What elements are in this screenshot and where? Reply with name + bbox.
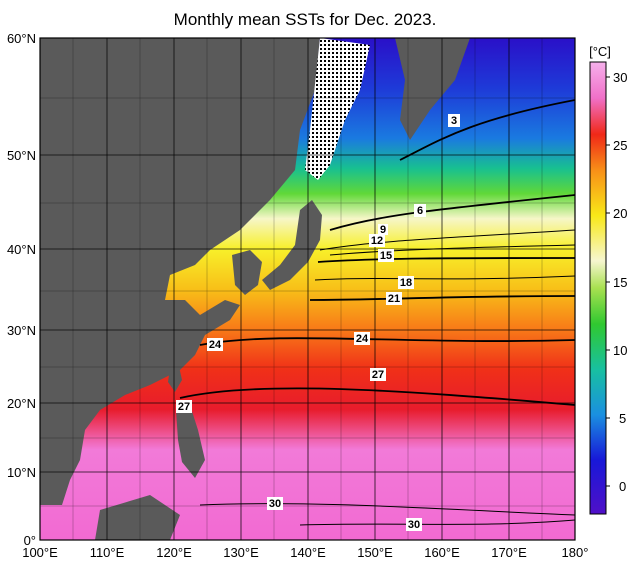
svg-text:21: 21	[388, 293, 400, 305]
longitude-axis: 100°E 110°E 120°E 130°E 140°E 150°E 160°…	[22, 545, 588, 560]
svg-text:9: 9	[380, 224, 386, 236]
map-frame	[39, 37, 576, 541]
svg-text:30: 30	[408, 519, 420, 531]
latitude-axis: 60°N 50°N 40°N 30°N 20°N 10°N 0°	[7, 31, 36, 548]
lat-label: 20°N	[7, 396, 36, 411]
lat-label: 60°N	[7, 31, 36, 46]
svg-text:18: 18	[400, 277, 412, 289]
svg-text:30: 30	[269, 498, 281, 510]
contour-label-24a: 24	[207, 338, 223, 351]
contour-labels: 3 6 9 12 15 18 21 24 24 27 27 30 30	[176, 114, 460, 531]
contour-label-6: 6	[414, 204, 426, 217]
svg-text:6: 6	[417, 205, 423, 217]
svg-text:3: 3	[451, 115, 457, 127]
contour-label-12: 12	[369, 234, 385, 247]
lon-label: 100°E	[22, 545, 58, 560]
map-title: Monthly mean SSTs for Dec. 2023.	[173, 10, 437, 29]
svg-text:27: 27	[178, 401, 190, 413]
svg-text:24: 24	[209, 339, 222, 351]
contour-label-24b: 24	[354, 332, 370, 345]
colorbar-tick: 20	[613, 206, 627, 221]
contour-label-18: 18	[398, 276, 414, 289]
lat-label: 30°N	[7, 323, 36, 338]
lon-label: 170°E	[491, 545, 527, 560]
lon-label: 120°E	[156, 545, 192, 560]
contour-label-9: 9	[378, 224, 388, 236]
lat-label: 10°N	[7, 465, 36, 480]
colorbar-tick: 10	[613, 343, 627, 358]
lat-label: 50°N	[7, 148, 36, 163]
lat-label: 0°	[24, 533, 36, 548]
lon-label: 160°E	[424, 545, 460, 560]
colorbar-tick: 0	[619, 479, 626, 494]
colorbar: [°C] 0 5 10 15 20 25 30	[589, 44, 627, 515]
svg-text:24: 24	[356, 333, 369, 345]
lon-label: 150°E	[357, 545, 393, 560]
lon-label: 130°E	[223, 545, 259, 560]
colorbar-tick: 30	[613, 70, 627, 85]
contour-label-15: 15	[378, 249, 394, 262]
svg-text:15: 15	[380, 250, 392, 262]
contour-label-3: 3	[448, 114, 460, 127]
contour-label-27b: 27	[370, 368, 386, 381]
colorbar-tick: 15	[613, 275, 627, 290]
contour-label-30a: 30	[267, 497, 283, 510]
lon-label: 180°	[562, 545, 589, 560]
colorbar-tick: 25	[613, 138, 627, 153]
svg-text:12: 12	[371, 235, 383, 247]
contour-label-30b: 30	[406, 518, 422, 531]
lon-label: 110°E	[90, 545, 125, 560]
lat-label: 40°N	[7, 242, 36, 257]
contour-label-27a: 27	[176, 400, 192, 413]
colorbar-tick: 5	[619, 411, 626, 426]
lon-label: 140°E	[290, 545, 326, 560]
colorbar-unit: [°C]	[589, 44, 611, 59]
contour-label-21: 21	[386, 292, 402, 305]
graticule-minor	[40, 38, 575, 540]
svg-text:27: 27	[372, 369, 384, 381]
